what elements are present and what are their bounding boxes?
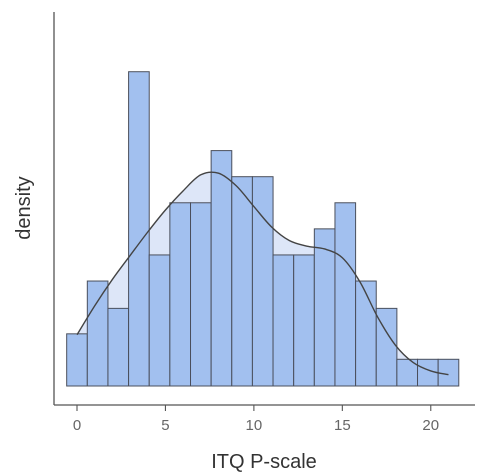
histogram-bar [313, 228, 336, 387]
histogram-bar [128, 71, 150, 387]
y-axis-title: density [13, 176, 35, 239]
histogram-bar [293, 254, 315, 387]
x-tick-label: 10 [246, 417, 263, 434]
histogram-bar [272, 254, 295, 387]
x-axis-ticks: 0 5 10 15 20 [73, 405, 439, 434]
histogram-bar [107, 307, 130, 387]
histogram-bar [210, 150, 233, 387]
histogram-bar [86, 280, 109, 387]
x-axis-title: ITQ P-scale [211, 451, 317, 473]
histogram-bar [355, 280, 377, 387]
x-tick-label: 15 [334, 417, 351, 434]
histogram-bar [334, 202, 357, 387]
density-curve [76, 171, 449, 376]
histogram-bar [190, 202, 212, 387]
histogram-bar [231, 176, 253, 387]
axes [53, 12, 475, 406]
histogram-bar [437, 358, 460, 387]
histogram-bar [169, 202, 191, 387]
plot-area [66, 71, 460, 387]
histogram-bar [66, 333, 88, 387]
x-tick-label: 5 [161, 417, 169, 434]
x-tick-label: 20 [422, 417, 439, 434]
histogram-bar [148, 254, 171, 387]
x-tick-label: 0 [73, 417, 81, 434]
